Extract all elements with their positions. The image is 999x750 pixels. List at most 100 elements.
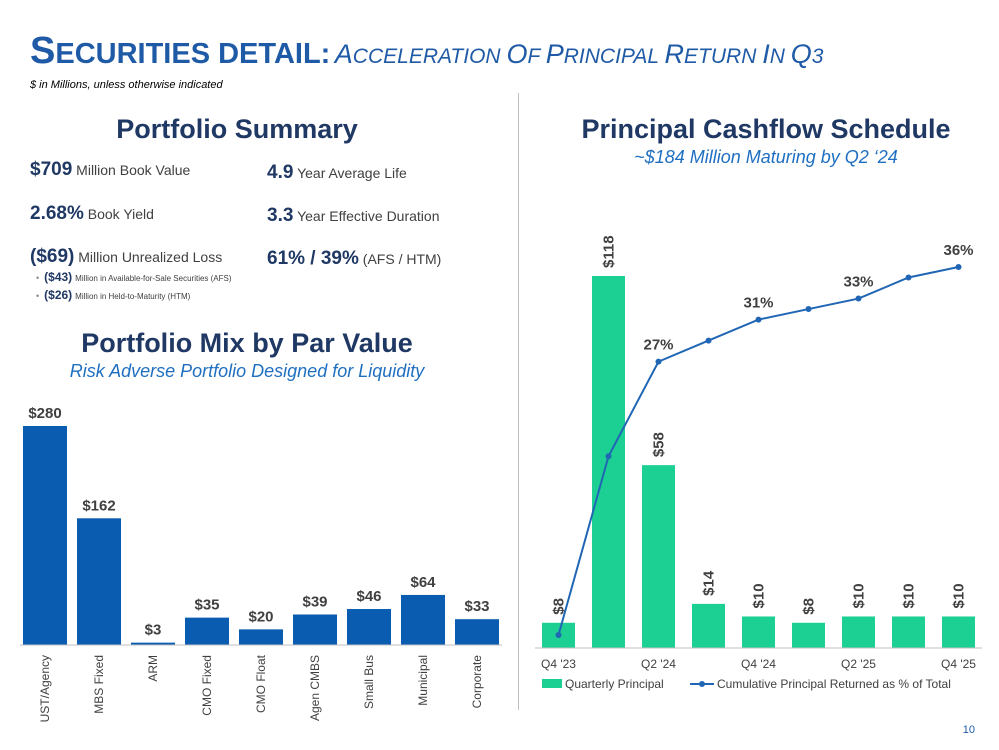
mix-category-label: Small Bus bbox=[362, 655, 376, 709]
cumulative-label: 36% bbox=[943, 242, 973, 259]
unrealized-loss-label: Million Unrealized Loss bbox=[78, 249, 223, 265]
cumulative-point bbox=[655, 358, 662, 365]
eff-duration-label: Year Effective Duration bbox=[297, 208, 440, 224]
title-italic: ACCELERATION OF PRINCIPAL RETURN IN Q3 bbox=[334, 39, 824, 69]
mix-category-label: UST/Agency bbox=[38, 655, 52, 722]
mix-category-label: Municipal bbox=[416, 655, 430, 706]
cashflow-tick-label: Q2 '25 bbox=[841, 657, 876, 671]
afs-loss-label: Million in Available-for-Sale Securities… bbox=[75, 274, 232, 283]
mix-bar bbox=[185, 617, 229, 645]
page-subtitle: $ in Millions, unless otherwise indicate… bbox=[30, 79, 223, 91]
cashflow-heading: Principal Cashflow Schedule bbox=[581, 114, 951, 144]
bullet-dot-icon: • bbox=[36, 273, 40, 283]
cashflow-bar-label: $8 bbox=[551, 598, 568, 615]
cumulative-point bbox=[805, 306, 812, 313]
eff-duration: 3.3 bbox=[267, 205, 294, 226]
mix-bar-label: $3 bbox=[145, 622, 162, 639]
cumulative-point bbox=[705, 337, 712, 344]
legend-line-marker bbox=[699, 681, 705, 687]
cashflow-bar-label: $10 bbox=[901, 583, 918, 608]
title-bold-rest: ECURITIES DETAIL: bbox=[55, 38, 331, 70]
cashflow-bar-label: $58 bbox=[651, 432, 668, 457]
metric-book-yield: 2.68% Book Yield bbox=[30, 203, 154, 225]
title-bold-first: S bbox=[30, 30, 56, 72]
avg-life-label: Year Average Life bbox=[297, 165, 407, 181]
mix-bar-label: $280 bbox=[28, 405, 61, 422]
cashflow-subheading: ~$184 Million Maturing by Q2 ‘24 bbox=[634, 147, 898, 167]
mix-category-label: CMO Float bbox=[254, 654, 268, 713]
mix-bar bbox=[239, 629, 283, 645]
mix-bar bbox=[77, 518, 121, 645]
mix-bar bbox=[23, 426, 67, 645]
mix-category-label: MBS Fixed bbox=[92, 655, 106, 714]
cumulative-point bbox=[755, 316, 762, 323]
cashflow-bar-label: $14 bbox=[701, 570, 718, 596]
legend-bar-swatch bbox=[542, 679, 562, 688]
mix-bar-label: $39 bbox=[302, 593, 327, 610]
htm-loss-label: Million in Held-to-Maturity (HTM) bbox=[75, 292, 191, 301]
mix-bar bbox=[131, 642, 175, 645]
cumulative-point bbox=[605, 453, 612, 460]
legend-line-label: Cumulative Principal Returned as % of To… bbox=[717, 677, 951, 691]
page-title: SECURITIES DETAIL: ACCELERATION OF PRINC… bbox=[30, 30, 823, 73]
book-value-label: Million Book Value bbox=[76, 162, 191, 178]
avg-life: 4.9 bbox=[267, 162, 294, 183]
metric-afs-htm: 61% / 39% (AFS / HTM) bbox=[267, 248, 441, 270]
mix-bar-label: $64 bbox=[410, 574, 436, 591]
cashflow-chart: $8 $118 $58 $14 $10 $8 $10 $10 $10 27% 31% 33% 36% Q4… bbox=[535, 235, 982, 691]
cashflow-bar-label: $10 bbox=[951, 583, 968, 608]
metric-avg-life: 4.9 Year Average Life bbox=[267, 162, 407, 184]
cashflow-tick-label: Q4 '25 bbox=[941, 657, 976, 671]
afs-loss: ($43) bbox=[44, 270, 73, 284]
mix-category-label: CMO Fixed bbox=[200, 655, 214, 716]
afs-htm-split: 61% / 39% bbox=[267, 248, 359, 269]
cashflow-bar bbox=[642, 465, 675, 648]
portfolio-mix-heading: Portfolio Mix by Par Value bbox=[81, 328, 413, 358]
book-yield-label: Book Yield bbox=[87, 206, 154, 222]
cumulative-point bbox=[855, 295, 862, 302]
mix-bar bbox=[293, 614, 337, 645]
bullet-dot-icon: • bbox=[36, 291, 40, 301]
portfolio-summary-heading: Portfolio Summary bbox=[116, 114, 358, 144]
mix-bar bbox=[455, 619, 499, 645]
cashflow-bar bbox=[942, 616, 975, 648]
htm-loss: ($26) bbox=[44, 288, 73, 302]
cumulative-label: 27% bbox=[643, 337, 673, 354]
unrealized-loss: ($69) bbox=[30, 246, 75, 267]
mix-category-label: Agen CMBS bbox=[308, 655, 322, 721]
mix-bar-label: $20 bbox=[248, 608, 273, 625]
cumulative-label: 31% bbox=[743, 295, 773, 312]
mix-bar-label: $162 bbox=[82, 497, 115, 514]
cashflow-bar bbox=[742, 616, 775, 648]
cashflow-bar-label: $118 bbox=[601, 235, 618, 268]
metric-unrealized-loss: ($69) Million Unrealized Loss bbox=[30, 246, 222, 268]
metric-book-value: $709 Million Book Value bbox=[30, 159, 190, 181]
cashflow-bar-label: $10 bbox=[851, 583, 868, 608]
portfolio-mix-subheading: Risk Adverse Portfolio Designed for Liqu… bbox=[69, 361, 425, 381]
portfolio-mix-chart: $280 UST/Agency $162 MBS Fixed $3 ARM $35 CMO F… bbox=[20, 405, 502, 722]
mix-bar bbox=[347, 609, 391, 645]
bullet-afs: • ($43) Million in Available-for-Sale Secu… bbox=[36, 270, 232, 284]
cashflow-bar-label: $10 bbox=[751, 583, 768, 608]
cashflow-tick-label: Q4 '24 bbox=[741, 657, 776, 671]
metric-eff-duration: 3.3 Year Effective Duration bbox=[267, 205, 439, 227]
cashflow-tick-label: Q2 '24 bbox=[641, 657, 676, 671]
mix-bar-label: $46 bbox=[356, 588, 381, 605]
cashflow-bar bbox=[592, 276, 625, 648]
cashflow-tick-label: Q4 '23 bbox=[541, 657, 576, 671]
page-number: 10 bbox=[962, 724, 975, 736]
mix-bar-label: $35 bbox=[194, 597, 219, 614]
cashflow-bar bbox=[842, 616, 875, 648]
cashflow-bar bbox=[692, 603, 725, 648]
book-yield: 2.68% bbox=[30, 203, 84, 224]
mix-bar bbox=[401, 594, 445, 645]
mix-bar-label: $33 bbox=[464, 598, 489, 615]
cumulative-point bbox=[905, 274, 912, 281]
column-divider bbox=[518, 93, 519, 710]
cumulative-point bbox=[555, 632, 562, 638]
book-value: $709 bbox=[30, 159, 73, 180]
afs-htm-label: (AFS / HTM) bbox=[362, 251, 442, 267]
cumulative-label: 33% bbox=[843, 274, 873, 291]
legend-bar-label: Quarterly Principal bbox=[565, 677, 664, 691]
cumulative-point bbox=[955, 264, 962, 270]
